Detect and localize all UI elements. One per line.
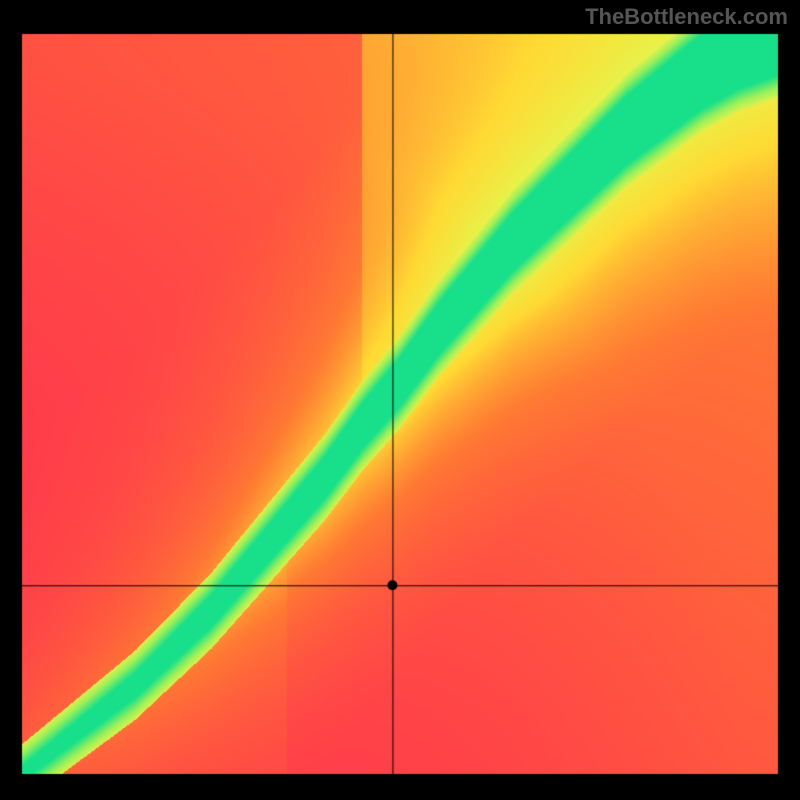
- chart-container: TheBottleneck.com: [0, 0, 800, 800]
- watermark-text: TheBottleneck.com: [585, 4, 788, 30]
- bottleneck-heatmap: [0, 0, 800, 800]
